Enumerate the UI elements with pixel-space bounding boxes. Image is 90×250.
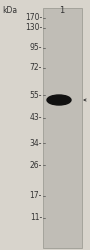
Text: 26-: 26- — [30, 160, 42, 170]
Bar — [43, 8, 82, 248]
Text: 1: 1 — [59, 6, 65, 15]
Text: kDa: kDa — [2, 6, 18, 15]
Text: 95-: 95- — [30, 44, 42, 52]
Text: 11-: 11- — [30, 214, 42, 222]
Text: 170-: 170- — [25, 14, 42, 22]
Text: 130-: 130- — [25, 24, 42, 32]
Text: 43-: 43- — [30, 114, 42, 122]
Text: 55-: 55- — [30, 90, 42, 100]
Text: 17-: 17- — [30, 192, 42, 200]
Ellipse shape — [47, 95, 71, 105]
Text: 34-: 34- — [30, 138, 42, 147]
Text: 72-: 72- — [30, 64, 42, 72]
